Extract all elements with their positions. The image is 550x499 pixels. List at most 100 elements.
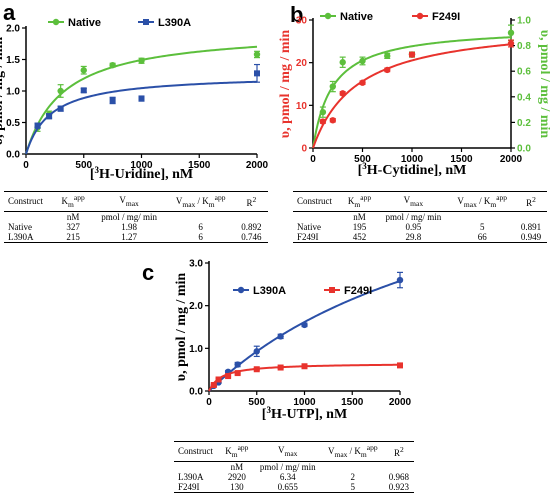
table-row: L390A 2920 6.34 2 0.968	[174, 472, 414, 482]
header-vmax: Vmax	[253, 441, 322, 462]
header-r2: R2	[383, 441, 414, 462]
y2-tick-label: 0.0	[517, 144, 531, 155]
table-units-row: nM pmol / mg/ min	[293, 211, 547, 222]
data-point	[507, 40, 515, 47]
header-r2: R2	[234, 191, 268, 212]
data-point	[234, 370, 241, 377]
table-row: F249I 452 29.8 66 0.949	[293, 231, 547, 243]
legend-marker	[52, 18, 60, 26]
data-point	[253, 51, 261, 58]
data-point	[397, 362, 403, 369]
cell-vmax: 6.34	[279, 471, 296, 482]
panel-letter: c	[142, 260, 154, 285]
x-tick-label: 2000	[500, 154, 523, 165]
legend-label: F249I	[432, 11, 460, 23]
cell-construct: F249I	[293, 231, 342, 243]
data-point	[80, 87, 87, 94]
x-tick-label: 0	[23, 160, 29, 171]
y-tick-label: 1.0	[6, 87, 20, 98]
y-tick-label: 0.0	[189, 387, 203, 398]
data-point	[109, 97, 116, 104]
header-vmax: Vmax	[377, 191, 450, 212]
data-point	[319, 118, 327, 125]
y2-axis-title: υ, pmol / mg / min	[537, 30, 550, 139]
cell-r2: 0.746	[234, 231, 268, 243]
legend-label: F249I	[344, 285, 372, 297]
header-construct: Construct	[174, 441, 221, 462]
cell-r2: 0.892	[241, 221, 262, 232]
table-row: Native 327 1.98 6 0.892	[4, 222, 268, 232]
y2-tick-label: 0.8	[517, 41, 531, 52]
cell-km: 130	[220, 481, 254, 493]
cell-construct: L390A	[4, 231, 55, 243]
legend-marker	[143, 19, 149, 25]
cell-r2: 0.949	[514, 231, 547, 243]
kinetics-table-a: Construct Kmapp Vmax Vmax / Kmapp R2 nM …	[4, 191, 268, 243]
data-point	[339, 59, 346, 66]
x-axis-title: [3H-UTP], nM	[262, 405, 347, 422]
cell-ratio: 2	[350, 471, 356, 482]
cell-construct: Native	[8, 221, 32, 232]
y-axis-title: υ, pmol / mg / min	[0, 37, 6, 146]
y2-tick-label: 1.0	[517, 16, 531, 27]
cell-km: 452	[341, 231, 378, 243]
unit-vmax: pmol / mg/ min	[259, 461, 316, 472]
y-axis-title: υ, pmol / mg / min	[278, 30, 293, 139]
chart-panel-c: c 0 500 1000 1500 2000 0.0 1.0 2.0 3.0 [3H-UTP], n…	[142, 259, 412, 423]
y2-tick-label: 0.4	[517, 92, 531, 103]
legend-marker	[329, 287, 335, 293]
kinetics-table-b: Construct Kmapp Vmax Vmax / Kmapp R2 nM …	[293, 191, 547, 243]
data-point	[138, 95, 145, 102]
cell-km: 327	[66, 221, 80, 232]
x-tick-label: 1500	[341, 397, 364, 408]
panel-letter: b	[290, 2, 303, 27]
x-axis-title: [3H-Uridine], nM	[90, 165, 193, 182]
header-km: Kmapp	[54, 191, 92, 212]
cell-ratio: 6	[198, 221, 203, 232]
cell-vmax: 1.27	[91, 231, 167, 243]
header-ratio: Vmax / Kmapp	[449, 191, 515, 212]
table-units-row: nM pmol / mg/ min	[174, 461, 414, 472]
y-tick-label: 2.0	[189, 301, 203, 312]
chart-panel-b: b 0 500 1000 1500 2000 0 10 20 30 0.0 0.2 0.4 0.6 0.8 1…	[278, 2, 550, 178]
y-tick-label: 0.0	[6, 150, 20, 161]
y-tick-label: 30	[296, 16, 308, 27]
data-point	[225, 373, 232, 380]
cell-construct: F249I	[174, 481, 221, 493]
cell-r2: 0.891	[520, 221, 542, 232]
data-point	[339, 90, 346, 97]
data-point	[57, 87, 64, 95]
y-tick-label: 3.0	[189, 259, 203, 270]
panel-letter: a	[3, 0, 16, 25]
x-axis-title: [3H-Cytidine], nM	[358, 161, 467, 178]
data-point	[210, 382, 217, 389]
legend-label: Native	[68, 17, 101, 29]
table-header-row: Construct Kmapp Vmax Vmax / Kmapp R2	[4, 191, 268, 212]
header-construct: Construct	[4, 191, 55, 212]
data-point	[384, 66, 391, 74]
series-f249i	[312, 39, 515, 149]
series-native	[312, 24, 515, 149]
data-point	[57, 105, 64, 112]
header-km: Kmapp	[341, 191, 378, 212]
x-tick-label: 500	[354, 154, 371, 165]
data-point	[215, 376, 222, 383]
cell-vmax: 0.95	[405, 221, 422, 232]
y-tick-label: 10	[296, 101, 308, 112]
header-km: Kmapp	[220, 441, 254, 462]
unit-vmax: pmol / mg/ min	[101, 211, 157, 222]
cell-ratio: 5	[479, 221, 485, 232]
table-row: Native 195 0.95 5 0.891	[293, 222, 547, 232]
data-point	[277, 333, 284, 340]
cell-ratio: 66	[449, 231, 515, 243]
data-point	[319, 108, 327, 116]
header-ratio: Vmax / Kmapp	[166, 191, 235, 212]
table-header-row: Construct Kmapp Vmax Vmax / Kmapp R2	[174, 441, 414, 462]
y2-tick-label: 0.6	[517, 67, 531, 78]
fit-curve	[312, 43, 512, 149]
x-tick-label: 500	[248, 397, 265, 408]
x-tick-label: 1000	[401, 154, 424, 165]
x-tick-label: 0	[310, 154, 316, 165]
data-point	[359, 57, 366, 65]
fit-curve	[25, 80, 258, 155]
